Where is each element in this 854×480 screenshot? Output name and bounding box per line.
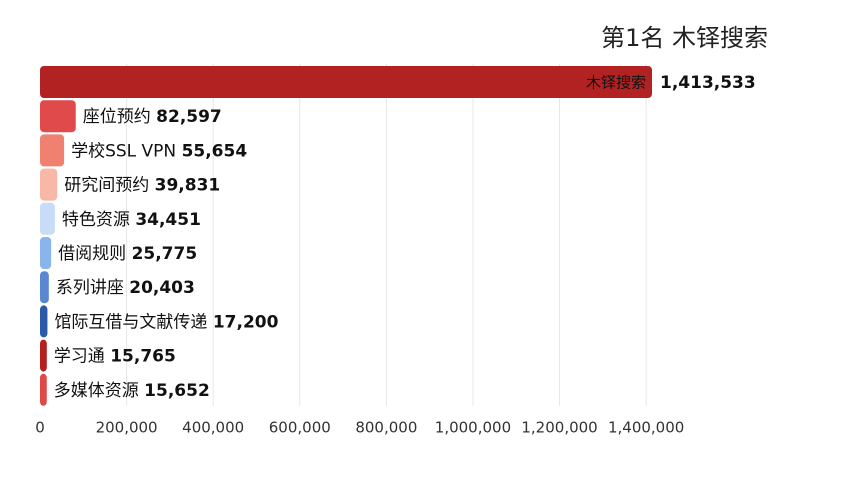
x-tick-label: 800,000: [355, 419, 417, 437]
bar-value-label: 39,831: [155, 176, 221, 196]
bar-category-label: 学校SSL VPN 55,654: [71, 141, 247, 161]
chart-title: 第1名 木铎搜索: [601, 24, 768, 52]
x-tick-label: 1,200,000: [521, 419, 597, 437]
bar-value-label: 20,403: [129, 278, 195, 298]
bar: [40, 271, 49, 304]
bar-value-label: 82,597: [156, 107, 222, 127]
bar-value-label: 55,654: [182, 141, 248, 161]
bar-category-label: 座位预约 82,597: [83, 107, 222, 127]
bar: [40, 168, 58, 201]
bar-category-label: 特色资源 34,451: [62, 210, 201, 230]
bar-category-label: 学习通 15,765: [54, 347, 176, 367]
bar-value-label: 1,413,533: [660, 73, 756, 93]
grid-lines: [126, 64, 647, 406]
bar-value-label: 17,200: [213, 312, 279, 332]
bar: [40, 305, 48, 338]
x-tick-label: 1,400,000: [608, 419, 684, 437]
bar: [40, 66, 652, 98]
bar-value-label: 34,451: [135, 210, 201, 230]
x-tick-label: 1,000,000: [435, 419, 511, 437]
bar-category-label: 系列讲座 20,403: [56, 278, 195, 298]
bars: [40, 66, 652, 406]
x-tick-label: 600,000: [269, 419, 331, 437]
bar-value-label: 15,652: [144, 381, 210, 401]
bar-category-label: 木铎搜索: [586, 74, 646, 92]
bar-labels: 木铎搜索 1,413,533 座位预约 82,597 学校SSL VPN 55,654…: [54, 73, 756, 401]
x-tick-label: 200,000: [96, 419, 158, 437]
bar-category-label: 馆际互借与文献传递 17,200: [54, 312, 278, 332]
bar: [40, 339, 47, 372]
bar-value-label: 15,765: [110, 347, 176, 367]
bar-category-label: 借阅规则 25,775: [58, 244, 197, 264]
bar-category-label: 多媒体资源 15,652: [54, 381, 210, 401]
bar: [40, 237, 52, 269]
bar-value-label: 25,775: [132, 244, 198, 264]
bar: [40, 134, 65, 167]
bar-category-label: 研究间预约 39,831: [64, 176, 220, 196]
x-axis-ticks: 0 200,000 400,000 600,000 800,000 1,000,000 1,…: [35, 419, 684, 437]
bar: [40, 202, 55, 235]
bar: [40, 100, 76, 133]
x-tick-label: 400,000: [182, 419, 244, 437]
bar: [40, 373, 47, 406]
x-tick-label: 0: [35, 419, 45, 437]
